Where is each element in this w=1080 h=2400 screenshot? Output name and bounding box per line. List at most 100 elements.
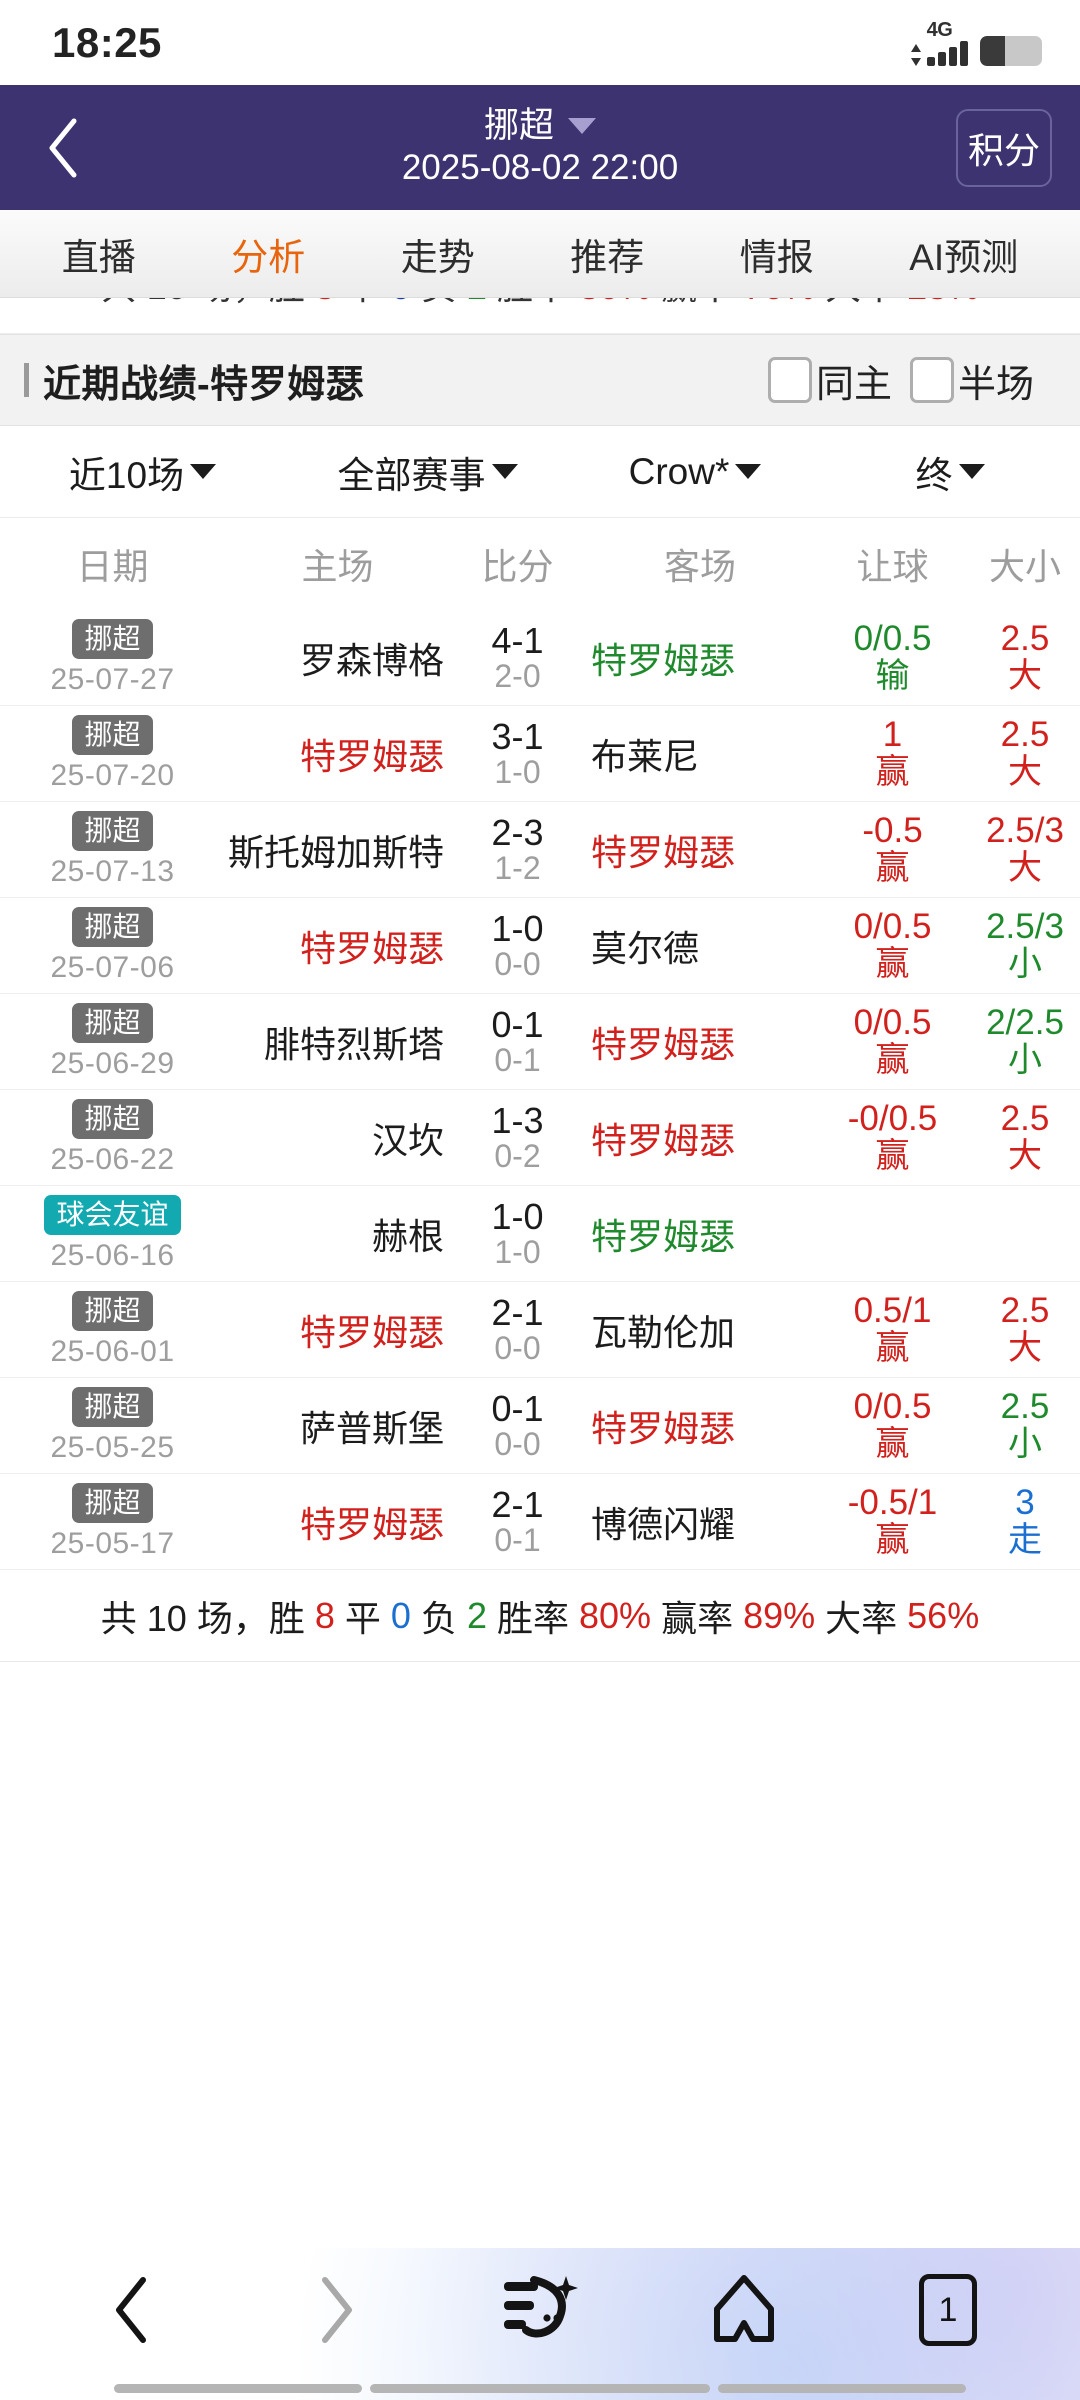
battery-icon	[980, 35, 1042, 66]
checkbox-half-time-label: 半场	[957, 363, 1034, 406]
away-team[interactable]: 特罗姆瑟	[591, 831, 736, 873]
clipped-winrate: 80%	[579, 298, 651, 307]
signal-bar-3	[949, 46, 957, 66]
table-row[interactable]: 球会友谊 25-06-16 赫根 1-0 1-0 特罗姆瑟	[0, 1186, 1080, 1282]
table-row[interactable]: 挪超 25-05-17 特罗姆瑟 2-1 0-1 博德闪耀 -0.5/1 赢 3 走	[0, 1474, 1080, 1570]
table-row[interactable]: 挪超 25-07-27 罗森博格 4-1 2-0 特罗姆瑟 0/0.5 输 2.5 大	[0, 610, 1080, 706]
home-team[interactable]: 腓特烈斯塔	[263, 1023, 444, 1065]
away-team[interactable]: 特罗姆瑟	[591, 1407, 736, 1449]
score-halftime: 0-0	[494, 1329, 541, 1366]
tab-intel[interactable]: 情报	[739, 236, 814, 278]
filter-recent-matches[interactable]: 近10场	[0, 445, 285, 499]
home-team[interactable]: 罗森博格	[299, 639, 444, 681]
network-indicator: 4G	[911, 20, 968, 66]
home-team[interactable]: 特罗姆瑟	[299, 1311, 444, 1353]
handicap-line: 0/0.5	[853, 618, 932, 658]
checkbox-half-time-box[interactable]	[909, 357, 954, 403]
home-team[interactable]: 萨普斯堡	[299, 1407, 444, 1449]
away-team[interactable]: 特罗姆瑟	[591, 1119, 736, 1161]
competition-badge: 挪超	[72, 618, 153, 659]
match-date: 25-06-29	[50, 1046, 175, 1080]
over-under-line: 2.5	[1000, 1098, 1050, 1138]
tab-analysis[interactable]: 分析	[231, 236, 306, 278]
away-team[interactable]: 莫尔德	[591, 927, 700, 969]
table-row[interactable]: 挪超 25-07-06 特罗姆瑟 1-0 0-0 莫尔德 0/0.5 赢 2.5/3 小	[0, 898, 1080, 994]
away-team[interactable]: 布莱尼	[591, 735, 700, 777]
chevron-down-icon	[568, 117, 596, 134]
checkbox-half-time[interactable]: 半场	[909, 353, 1046, 408]
clipped-win-label: 胜	[269, 298, 315, 307]
score-fulltime: 1-3	[491, 1099, 544, 1141]
summary-hcprate-label: 赢率	[651, 1597, 744, 1639]
away-team[interactable]: 特罗姆瑟	[591, 1023, 736, 1065]
competition-badge: 挪超	[72, 1098, 153, 1139]
away-team[interactable]: 瓦勒伦加	[591, 1311, 736, 1353]
league-selector[interactable]: 挪超	[483, 105, 596, 145]
home-team[interactable]: 赫根	[371, 1215, 444, 1257]
section-accent-bar	[24, 363, 29, 397]
handicap-line: 0.5/1	[853, 1290, 932, 1330]
table-row[interactable]: 挪超 25-06-01 特罗姆瑟 2-1 0-0 瓦勒伦加 0.5/1 赢 2.5 大	[0, 1282, 1080, 1378]
checkbox-same-home[interactable]: 同主	[767, 353, 904, 408]
match-date-cell: 挪超 25-07-13	[0, 810, 225, 889]
over-under-line: 3	[1015, 1482, 1035, 1522]
home-icon[interactable]	[684, 2258, 804, 2362]
gesture-hint-center	[370, 2384, 710, 2393]
standings-button[interactable]: 积分	[956, 108, 1052, 187]
home-team[interactable]: 斯托姆加斯特	[227, 831, 444, 873]
table-row[interactable]: 挪超 25-05-25 萨普斯堡 0-1 0-0 特罗姆瑟 0/0.5 赢 2.5 小	[0, 1378, 1080, 1474]
column-header-score: 比分	[481, 546, 554, 587]
score-fulltime: 2-3	[491, 811, 544, 853]
home-team[interactable]: 特罗姆瑟	[299, 735, 444, 777]
filter-bookmaker[interactable]: Crow*	[570, 451, 820, 493]
browser-back-icon[interactable]	[72, 2258, 192, 2362]
over-under-cell: 2.5 大	[970, 1098, 1080, 1176]
tab-ai-predict[interactable]: AI预测	[909, 236, 1019, 278]
away-team[interactable]: 特罗姆瑟	[591, 1215, 736, 1257]
ai-menu-icon[interactable]	[480, 2258, 600, 2362]
away-team[interactable]: 特罗姆瑟	[591, 639, 736, 681]
handicap-cell: 0/0.5 赢	[815, 906, 970, 984]
away-team[interactable]: 博德闪耀	[591, 1503, 736, 1545]
app-header: 挪超 2025-08-02 22:00 积分	[0, 85, 1080, 210]
checkbox-same-home-box[interactable]	[767, 357, 812, 403]
tab-trend[interactable]: 走势	[400, 236, 475, 278]
table-row[interactable]: 挪超 25-06-22 汉坎 1-3 0-2 特罗姆瑟 -0/0.5 赢 2.5 大	[0, 1090, 1080, 1186]
score-halftime: 0-1	[494, 1521, 541, 1558]
back-chevron-icon[interactable]	[28, 113, 98, 183]
filter-competition[interactable]: 全部赛事	[285, 445, 570, 499]
filter-period-label: 终	[915, 454, 953, 496]
match-date: 25-06-16	[50, 1238, 175, 1272]
match-date-cell: 球会友谊 25-06-16	[0, 1194, 225, 1273]
table-row[interactable]: 挪超 25-07-20 特罗姆瑟 3-1 1-0 布莱尼 1 赢 2.5 大	[0, 706, 1080, 802]
home-team[interactable]: 特罗姆瑟	[299, 927, 444, 969]
match-date-cell: 挪超 25-07-27	[0, 618, 225, 697]
over-under-line: 2.5/3	[986, 906, 1064, 946]
tab-live[interactable]: 直播	[61, 236, 136, 278]
handicap-line: 0/0.5	[853, 906, 932, 946]
tab-recommend[interactable]: 推荐	[570, 236, 645, 278]
over-under-line: 2.5	[1000, 1386, 1050, 1426]
over-under-result: 大	[1008, 657, 1042, 696]
over-under-result: 小	[1008, 1041, 1042, 1080]
competition-badge: 挪超	[72, 810, 153, 851]
clipped-lose: 2	[467, 298, 487, 307]
filter-period[interactable]: 终	[820, 445, 1080, 499]
clipped-draw: 0	[391, 298, 411, 307]
chevron-down-icon	[190, 464, 217, 479]
home-team[interactable]: 特罗姆瑟	[299, 1503, 444, 1545]
browser-tabs-button[interactable]: 1	[873, 2224, 1023, 2396]
over-under-result: 大	[1008, 753, 1042, 792]
table-row[interactable]: 挪超 25-07-13 斯托姆加斯特 2-3 1-2 特罗姆瑟 -0.5 赢 2.5/3 大	[0, 802, 1080, 898]
signal-bar-4	[960, 40, 968, 66]
status-bar: 18:25 4G	[0, 0, 1080, 85]
browser-forward-icon[interactable]	[276, 2258, 396, 2362]
league-name: 挪超	[483, 105, 554, 145]
table-row[interactable]: 挪超 25-06-29 腓特烈斯塔 0-1 0-1 特罗姆瑟 0/0.5 赢 2/2.5 小	[0, 994, 1080, 1090]
home-team[interactable]: 汉坎	[371, 1119, 444, 1161]
match-date: 25-07-06	[50, 950, 175, 984]
competition-badge: 挪超	[72, 1386, 153, 1427]
match-score-cell: 1-0 1-0	[450, 1197, 585, 1269]
match-date-cell: 挪超 25-06-01	[0, 1290, 225, 1369]
